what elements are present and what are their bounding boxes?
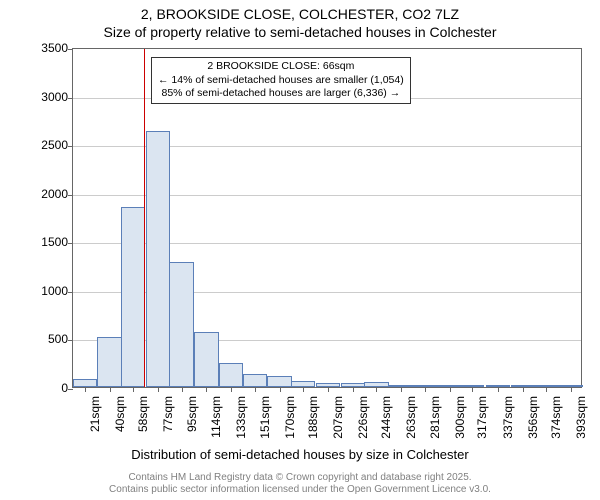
x-tick-mark [450,387,451,392]
histogram-bar [267,376,291,387]
x-tick-label: 244sqm [379,396,393,439]
y-tick-mark [68,292,73,293]
x-tick-label: 95sqm [185,396,199,432]
histogram-bar [121,207,145,387]
x-tick-mark [498,387,499,392]
y-tick-mark [68,243,73,244]
y-tick-mark [68,49,73,50]
x-tick-mark [255,387,256,392]
x-tick-mark [328,387,329,392]
histogram-bar [73,379,97,387]
x-tick-label: 21sqm [88,396,102,432]
x-tick-mark [546,387,547,392]
x-tick-label: 170sqm [283,396,297,439]
x-axis-label: Distribution of semi-detached houses by … [0,447,600,462]
x-tick-label: 317sqm [475,396,489,439]
chart-container: 2, BROOKSIDE CLOSE, COLCHESTER, CO2 7LZ … [0,0,600,500]
y-tick-label: 3500 [28,41,68,55]
y-tick-mark [68,98,73,99]
x-tick-label: 114sqm [209,396,223,438]
x-tick-label: 300sqm [453,396,467,439]
y-tick-mark [68,389,73,390]
y-tick-label: 500 [28,332,68,346]
x-tick-mark [353,387,354,392]
annotation-box: 2 BROOKSIDE CLOSE: 66sqm ← 14% of semi-d… [151,57,411,104]
annotation-line3: 85% of semi-detached houses are larger (… [158,87,404,101]
y-tick-mark [68,195,73,196]
x-tick-label: 40sqm [113,396,127,432]
x-tick-label: 356sqm [526,396,540,439]
histogram-bar [243,374,267,387]
chart-title-sub: Size of property relative to semi-detach… [0,24,600,40]
histogram-bar [219,363,243,387]
x-tick-mark [231,387,232,392]
x-tick-mark [182,387,183,392]
x-tick-label: 226sqm [356,396,370,439]
x-tick-mark [523,387,524,392]
histogram-bar [146,131,170,387]
x-tick-mark [133,387,134,392]
x-tick-label: 374sqm [549,396,563,439]
y-tick-label: 1500 [28,235,68,249]
annotation-line2: ← 14% of semi-detached houses are smalle… [158,74,404,88]
x-tick-mark [472,387,473,392]
chart-title-main: 2, BROOKSIDE CLOSE, COLCHESTER, CO2 7LZ [0,6,600,22]
x-tick-mark [401,387,402,392]
y-tick-label: 0 [28,381,68,395]
x-tick-label: 58sqm [136,396,150,432]
reference-line [144,49,145,387]
y-tick-label: 3000 [28,90,68,104]
x-tick-label: 281sqm [428,396,442,439]
footer-text: Contains HM Land Registry data © Crown c… [0,472,600,496]
y-tick-mark [68,146,73,147]
x-tick-label: 207sqm [331,396,345,439]
histogram-bar [97,337,121,388]
y-tick-label: 1000 [28,284,68,298]
plot-area: 2 BROOKSIDE CLOSE: 66sqm ← 14% of semi-d… [72,48,582,388]
x-tick-mark [85,387,86,392]
x-tick-label: 133sqm [234,396,248,439]
x-tick-mark [571,387,572,392]
histogram-bar [194,332,218,387]
x-tick-mark [425,387,426,392]
x-tick-mark [158,387,159,392]
x-tick-label: 263sqm [404,396,418,439]
x-tick-label: 393sqm [574,396,588,439]
footer-line2: Contains public sector information licen… [0,484,600,496]
histogram-bar [169,262,193,387]
y-tick-label: 2500 [28,138,68,152]
x-tick-label: 188sqm [306,396,320,439]
x-tick-label: 77sqm [161,396,175,432]
footer-line1: Contains HM Land Registry data © Crown c… [0,472,600,484]
annotation-line1: 2 BROOKSIDE CLOSE: 66sqm [158,60,404,74]
x-tick-mark [110,387,111,392]
x-tick-mark [303,387,304,392]
y-tick-mark [68,340,73,341]
x-tick-label: 151sqm [258,396,272,439]
x-tick-label: 337sqm [501,396,515,439]
y-tick-label: 2000 [28,187,68,201]
x-tick-mark [376,387,377,392]
x-tick-mark [280,387,281,392]
x-tick-mark [206,387,207,392]
